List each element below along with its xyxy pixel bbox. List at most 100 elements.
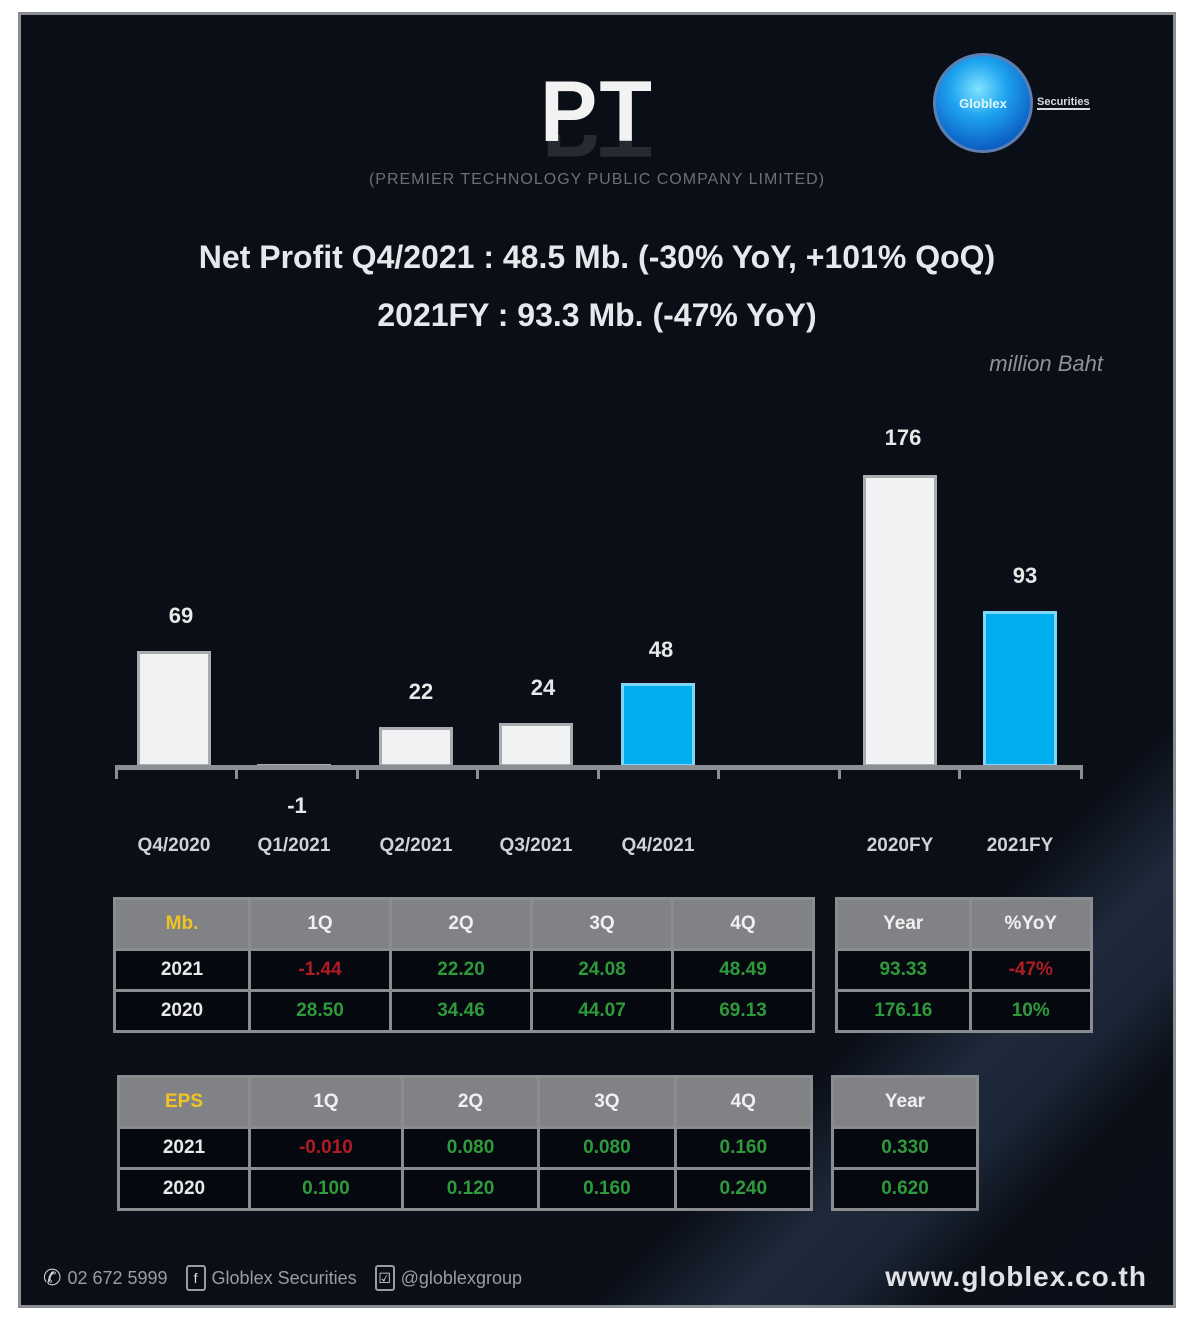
bar-value: 24 <box>530 675 556 700</box>
table-cell: -1.44 <box>248 948 392 992</box>
website-url: www.globlex.co.th <box>885 1261 1147 1292</box>
table-row: 2020 28.50 34.46 44.07 69.13 <box>113 989 815 1033</box>
axis-tick <box>1080 765 1083 779</box>
table-cell: 69.13 <box>671 989 815 1033</box>
axis-tick <box>115 765 118 779</box>
x-label: Q2/2021 <box>379 835 453 856</box>
x-label: Q4/2021 <box>621 835 695 856</box>
line-id: @globlexgroup <box>400 1267 522 1288</box>
logo-text: Globlex <box>959 95 1007 111</box>
table-cell: -0.010 <box>248 1126 404 1170</box>
table-cell: 0.620 <box>831 1167 979 1211</box>
table-row: 176.16 10% <box>835 989 1093 1033</box>
headline-quarter: Net Profit Q4/2021 : 48.5 Mb. (-30% YoY,… <box>198 239 996 275</box>
x-label: 2020FY <box>866 835 934 856</box>
bar-value: -1 <box>287 793 307 818</box>
footer-contacts: ✆ 02 672 5999 f Globlex Securities ☑ @gl… <box>43 1265 522 1291</box>
table-header: 3Q <box>537 1075 677 1129</box>
table-header: 1Q <box>248 1075 404 1129</box>
table-header: 4Q <box>673 1075 814 1129</box>
table-cell: 0.100 <box>248 1167 404 1211</box>
table-header-row: Year %YoY <box>835 897 1093 951</box>
bar-value: 48 <box>648 637 674 662</box>
table-row: 93.33 -47% <box>835 948 1093 992</box>
unit-label: million Baht <box>989 351 1103 376</box>
company-name: (PREMIER TECHNOLOGY PUBLIC COMPANY LIMIT… <box>368 171 826 188</box>
table-cell: 176.16 <box>835 989 972 1033</box>
infographic-panel: PT PT (PREMIER TECHNOLOGY PUBLIC COMPANY… <box>18 12 1176 1308</box>
axis-tick <box>717 765 720 779</box>
phone-number: 02 672 5999 <box>67 1267 168 1288</box>
table-cell: 10% <box>968 989 1093 1033</box>
line-icon: ☑ <box>374 1265 395 1291</box>
table-cell: 0.330 <box>831 1126 979 1170</box>
axis-tick <box>356 765 359 779</box>
table-header: Year <box>835 897 972 951</box>
x-label: 2021FY <box>986 835 1054 856</box>
table-header: 3Q <box>530 897 674 951</box>
axis-tick <box>235 765 238 779</box>
table-header: %YoY <box>968 897 1093 951</box>
table-header-row: EPS 1Q 2Q 3Q 4Q <box>117 1075 814 1129</box>
bar-value: 22 <box>408 679 434 704</box>
axis-tick <box>597 765 600 779</box>
row-year: 2021 <box>113 948 251 992</box>
table-header: Year <box>831 1075 979 1129</box>
table-row: 2021 -0.010 0.080 0.080 0.160 <box>117 1126 814 1170</box>
x-label: Q4/2020 <box>137 835 211 856</box>
bar-q2-2021 <box>379 727 453 767</box>
globlex-logo: Globlex Securities <box>933 53 1090 153</box>
table-header-row: Mb. 1Q 2Q 3Q 4Q <box>113 897 815 951</box>
facebook-icon: f <box>185 1265 206 1291</box>
axis-tick <box>958 765 961 779</box>
ticker-title: PT <box>540 64 654 160</box>
table-cell: 48.49 <box>671 948 815 992</box>
bar-value: 93 <box>1012 563 1038 588</box>
table-cell: 34.46 <box>389 989 533 1033</box>
table-cell: 44.07 <box>530 989 674 1033</box>
axis-tick <box>838 765 841 779</box>
table-cell: 0.080 <box>537 1126 677 1170</box>
bar-value: 176 <box>884 425 922 450</box>
table-row: 0.330 <box>831 1126 979 1170</box>
profit-yearly-table: Year %YoY 93.33 -47% 176.16 10% <box>835 897 1093 1033</box>
logo-subtext: Securities <box>1037 96 1090 110</box>
table-cell: 0.080 <box>400 1126 541 1170</box>
table-cell: 28.50 <box>248 989 392 1033</box>
table-cell: 24.08 <box>530 948 674 992</box>
phone-icon: ✆ <box>43 1265 62 1290</box>
table-cell: 0.240 <box>673 1167 814 1211</box>
facebook-name: Globlex Securities <box>211 1267 357 1288</box>
profit-quarterly-table: Mb. 1Q 2Q 3Q 4Q 2021 -1.44 22.20 24.08 4… <box>113 897 815 1033</box>
eps-yearly-table: Year 0.330 0.620 <box>831 1075 979 1211</box>
bar-value: 69 <box>168 603 194 628</box>
x-label: Q1/2021 <box>257 835 331 856</box>
table-cell: 0.120 <box>400 1167 541 1211</box>
row-year: 2020 <box>117 1167 251 1211</box>
headline-fullyear: 2021FY : 93.3 Mb. (-47% YoY) <box>377 297 817 333</box>
facebook-contact: f Globlex Securities <box>185 1265 357 1291</box>
bar-q4-2021 <box>621 683 695 767</box>
table-header: Mb. <box>113 897 251 951</box>
bar-2020fy <box>863 475 937 767</box>
table-header: 2Q <box>389 897 533 951</box>
table-row: 0.620 <box>831 1167 979 1211</box>
bar-2021fy <box>983 611 1057 767</box>
x-label: Q3/2021 <box>499 835 573 856</box>
eps-quarterly-table: EPS 1Q 2Q 3Q 4Q 2021 -0.010 0.080 0.080 … <box>117 1075 814 1211</box>
table-cell: 0.160 <box>673 1126 814 1170</box>
table-row: 2021 -1.44 22.20 24.08 48.49 <box>113 948 815 992</box>
bar-q3-2021 <box>499 723 573 767</box>
table-header-row: Year <box>831 1075 979 1129</box>
axis-tick <box>476 765 479 779</box>
table-header: 1Q <box>248 897 392 951</box>
table-header: 2Q <box>400 1075 541 1129</box>
bar-q4-2020 <box>137 651 211 767</box>
row-year: 2021 <box>117 1126 251 1170</box>
table-cell: 0.160 <box>537 1167 677 1211</box>
table-cell: -47% <box>968 948 1093 992</box>
table-cell: 22.20 <box>389 948 533 992</box>
globe-icon: Globlex <box>933 53 1033 153</box>
net-profit-bar-chart: 69 -1 22 24 48 176 93 Q4/2020 Q1/2021 Q2… <box>21 15 1173 915</box>
table-header: 4Q <box>671 897 815 951</box>
